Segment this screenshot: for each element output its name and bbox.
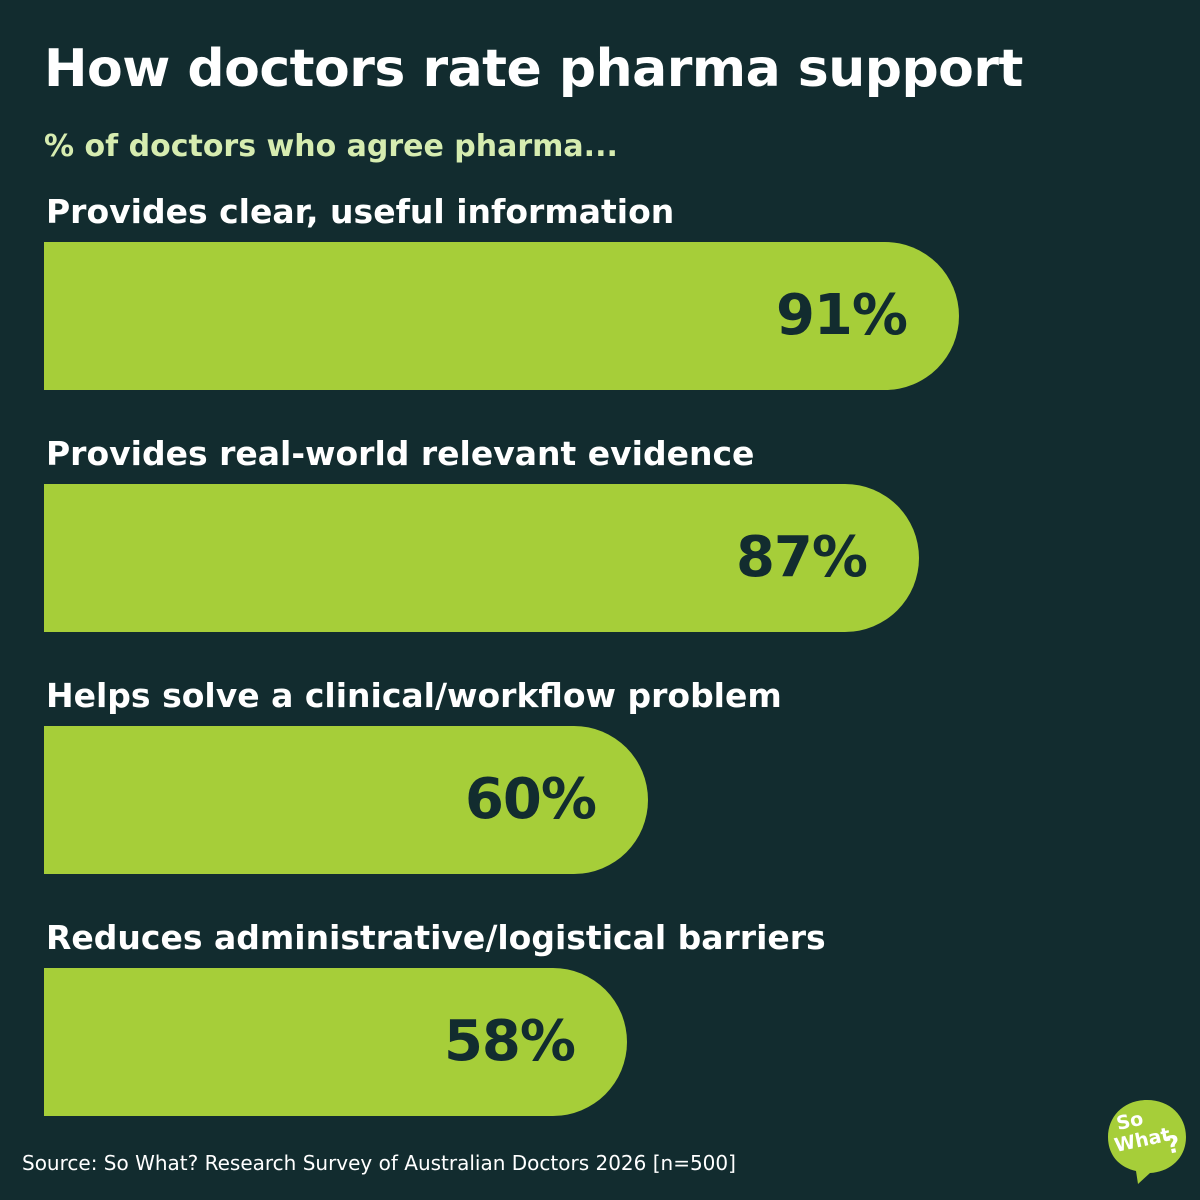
logo-text-so: So	[1114, 1108, 1145, 1135]
bar: 91%	[44, 242, 959, 390]
bar-value-label: 60%	[464, 767, 597, 832]
bar-label: Reduces administrative/logistical barrie…	[46, 918, 826, 957]
bar-group: Provides real-world relevant evidence 87%	[44, 430, 1144, 650]
bar-group: Helps solve a clinical/workflow problem 6…	[44, 672, 1144, 892]
chart-subtitle: % of doctors who agree pharma...	[44, 129, 618, 164]
bar-label: Provides real-world relevant evidence	[46, 434, 755, 473]
bar: 60%	[44, 726, 648, 874]
bar-value-label: 58%	[443, 1009, 576, 1074]
bar-label: Provides clear, useful information	[46, 192, 675, 231]
so-what-logo: So What ?	[1108, 1100, 1186, 1184]
speech-bubble-shape	[1108, 1100, 1186, 1184]
bar-label: Helps solve a clinical/workflow problem	[46, 676, 782, 715]
bar: 58%	[44, 968, 627, 1116]
bar-value-label: 91%	[775, 283, 908, 348]
bar-value-label: 87%	[735, 525, 868, 590]
logo-question-mark: ?	[1163, 1130, 1182, 1160]
source-note: Source: So What? Research Survey of Aust…	[22, 1151, 736, 1175]
bar-group: Provides clear, useful information 91%	[44, 188, 1144, 408]
bar-group: Reduces administrative/logistical barrie…	[44, 914, 1144, 1134]
chart-title: How doctors rate pharma support	[44, 39, 1023, 99]
bar: 87%	[44, 484, 919, 632]
